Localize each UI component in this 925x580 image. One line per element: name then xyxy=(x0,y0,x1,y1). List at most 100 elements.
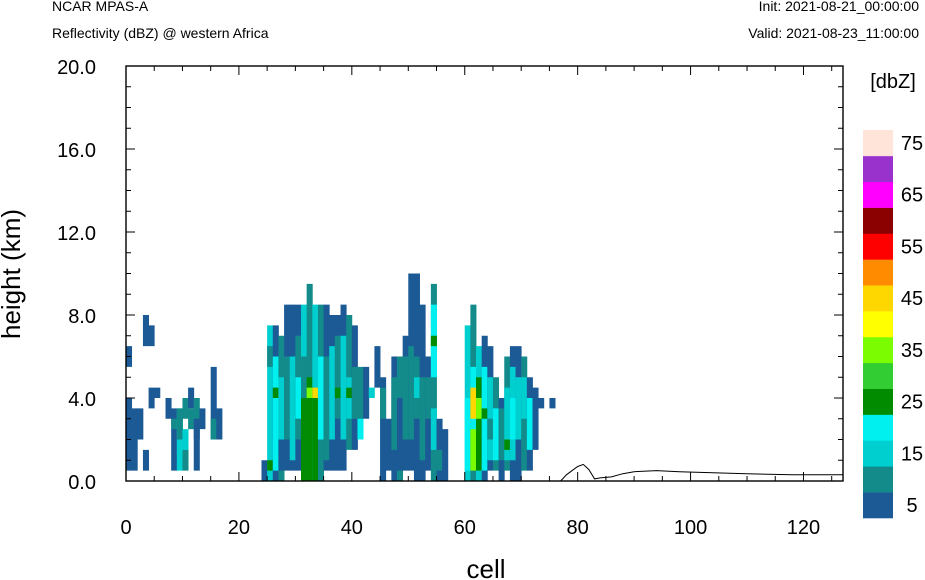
colorbar-swatch xyxy=(863,388,893,415)
reflectivity-cell xyxy=(171,418,178,430)
reflectivity-cell xyxy=(334,335,341,419)
terrain-line xyxy=(126,463,843,482)
reflectivity-cell xyxy=(312,387,319,482)
colorbar-tick-label: 75 xyxy=(901,133,923,155)
colorbar-tick-label: 25 xyxy=(901,392,923,414)
colorbar-swatch xyxy=(863,492,893,519)
x-axis-title: cell xyxy=(466,554,505,580)
reflectivity-cell xyxy=(374,346,381,388)
reflectivity-cell xyxy=(301,398,308,481)
reflectivity-cell xyxy=(538,398,545,409)
colorbar-swatch xyxy=(863,362,893,389)
colorbar-swatch xyxy=(863,311,893,338)
reflectivity-cell xyxy=(267,460,274,471)
x-tick-label: 40 xyxy=(341,517,363,539)
colorbar-swatch xyxy=(863,259,893,286)
reflectivity-cell xyxy=(182,398,189,419)
reflectivity-cell xyxy=(210,418,217,440)
reflectivity-cell xyxy=(199,408,206,430)
colorbar: 5 15 25 35 45 55 65 75 xyxy=(863,130,923,519)
reflectivity-cell xyxy=(351,366,358,419)
reflectivity-cell xyxy=(436,418,443,481)
reflectivity-cell xyxy=(188,408,195,430)
colorbar-swatch xyxy=(863,233,893,260)
reflectivity-cell xyxy=(131,408,138,440)
reflectivity-cell xyxy=(380,377,387,481)
reflectivity-cell xyxy=(142,449,149,471)
reflectivity-cell xyxy=(476,377,483,471)
colorbar-swatch xyxy=(863,207,893,234)
x-tick-label: 60 xyxy=(454,517,476,539)
reflectivity-cell xyxy=(413,377,420,398)
reflectivity-cell xyxy=(284,356,291,440)
reflectivity-cell xyxy=(549,398,556,409)
terrain-line-path xyxy=(126,463,843,482)
x-tick-label: 20 xyxy=(228,517,250,539)
colorbar-swatch xyxy=(863,155,893,183)
reflectivity-cell xyxy=(210,366,217,440)
reflectivity-cell xyxy=(464,398,471,471)
reflectivity-cell xyxy=(526,398,533,450)
reflectivity-cell xyxy=(380,387,387,419)
colorbar-tick-label: 5 xyxy=(906,495,917,517)
colorbar-swatch xyxy=(863,181,893,208)
reflectivity-cell xyxy=(481,408,488,419)
y-axis-ticks: 0.0 4.0 8.0 12.0 16.0 20.0 xyxy=(57,57,843,494)
reflectivity-cell xyxy=(402,356,409,440)
reflectivity-cell xyxy=(261,460,268,481)
reflectivity-cell xyxy=(430,335,437,347)
reflectivity-cell xyxy=(272,387,279,399)
colorbar-swatch xyxy=(863,414,893,441)
reflectivity-cell xyxy=(368,387,375,399)
reflectivity-cell xyxy=(278,439,285,471)
colorbar-tick-label: 55 xyxy=(901,236,923,258)
reflectivity-cell xyxy=(193,418,200,471)
reflectivity-cell xyxy=(154,387,161,399)
reflectivity-cell xyxy=(430,408,437,450)
x-tick-label: 120 xyxy=(787,517,820,539)
reflectivity-cell xyxy=(323,356,330,461)
reflectivity-cell xyxy=(317,356,324,440)
colorbar-swatch xyxy=(863,466,893,493)
reflectivity-cell xyxy=(176,408,183,440)
reflectivity-cell xyxy=(476,398,483,419)
colorbar-unit: [dbZ] xyxy=(870,71,916,93)
colorbar-swatch xyxy=(863,130,893,157)
reflectivity-cell xyxy=(487,418,494,440)
reflectivity-cell xyxy=(363,366,370,419)
reflectivity-cell xyxy=(216,408,223,440)
reflectivity-cell xyxy=(142,315,149,347)
reflectivity-cell xyxy=(442,429,449,482)
reflectivity-cell xyxy=(425,377,432,419)
reflectivity-cell xyxy=(396,398,404,471)
reflectivity-cell xyxy=(521,377,528,419)
valid-time: Valid: 2021-08-23_11:00:00 xyxy=(748,25,919,41)
colorbar-tick-label: 65 xyxy=(901,185,923,207)
colorbar-tick-label: 35 xyxy=(901,340,923,362)
reflectivity-cell xyxy=(470,429,477,471)
reflectivity-cell xyxy=(148,387,155,409)
reflectivity-cell xyxy=(301,356,308,419)
reflectivity-cell xyxy=(165,398,172,419)
field-subtitle: Reflectivity (dBZ) @ western Africa xyxy=(52,25,269,41)
reflectivity-cell xyxy=(126,398,133,471)
reflectivity-cells xyxy=(126,273,556,482)
reflectivity-cell xyxy=(470,387,477,419)
colorbar-tick-label: 45 xyxy=(901,288,923,310)
reflectivity-cell xyxy=(357,366,364,430)
colorbar-swatch xyxy=(863,336,893,364)
reflectivity-cell xyxy=(492,408,500,461)
reflectivity-cell xyxy=(267,346,274,367)
y-tick-label: 16.0 xyxy=(57,140,96,162)
reflectivity-cell xyxy=(509,398,516,440)
reflectivity-cell xyxy=(306,377,313,481)
reflectivity-cell xyxy=(357,418,364,440)
reflectivity-cell xyxy=(272,356,279,471)
reflectivity-cell xyxy=(430,283,437,482)
reflectivity-cell xyxy=(340,335,347,440)
reflectivity-cell xyxy=(419,377,426,461)
reflectivity-cell xyxy=(278,377,285,440)
reflectivity-cell xyxy=(329,346,336,440)
reflectivity-cell xyxy=(295,377,302,419)
x-tick-label: 100 xyxy=(674,517,707,539)
